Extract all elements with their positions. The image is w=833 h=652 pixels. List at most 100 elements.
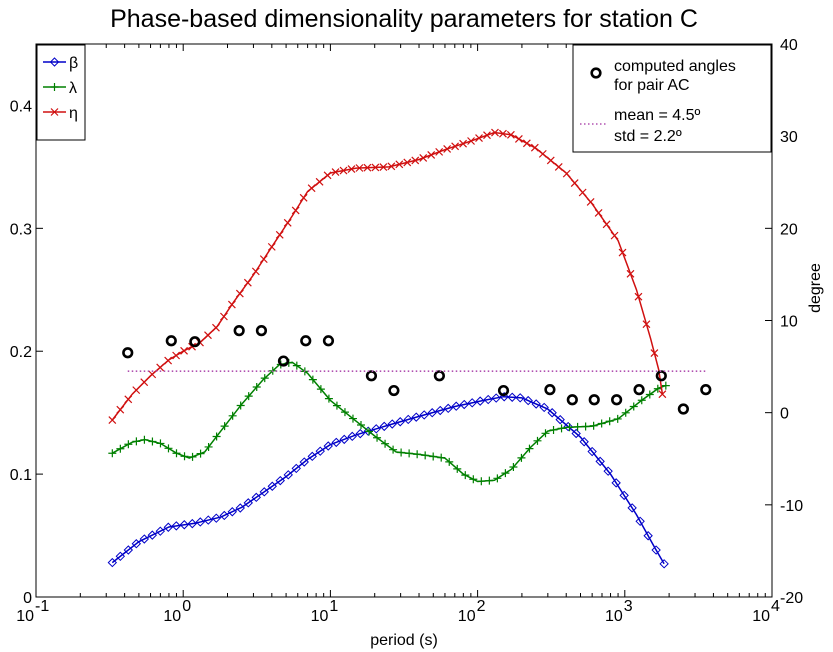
- series-eta-marker: [578, 188, 587, 197]
- series-lambda-marker: [645, 390, 654, 399]
- y2-axis-label: degree: [807, 263, 824, 313]
- series-eta-marker: [650, 349, 659, 358]
- series-lambda-marker: [180, 452, 189, 461]
- series-lambda-marker: [549, 425, 558, 434]
- series-eta-marker: [235, 289, 244, 298]
- series-beta-marker: [163, 522, 174, 532]
- series-lambda: [108, 358, 670, 486]
- series-lambda-marker: [108, 449, 117, 458]
- series-beta-marker: [467, 398, 477, 408]
- series-eta-marker: [156, 363, 165, 372]
- series-lambda-marker: [429, 452, 438, 461]
- series-beta-marker: [619, 490, 629, 501]
- x-tick-label: 10: [163, 608, 181, 625]
- y2-tick-label: 0: [780, 406, 789, 423]
- series-eta-marker: [212, 323, 220, 332]
- series-beta-marker: [195, 517, 206, 527]
- series-lambda-marker: [557, 424, 566, 433]
- series-beta-marker: [243, 498, 253, 508]
- legend-angles-marker: [590, 67, 602, 79]
- series-eta-marker: [538, 149, 547, 158]
- series-beta-marker: [635, 516, 645, 527]
- series-eta-marker: [275, 230, 284, 239]
- series-eta-marker: [259, 255, 268, 264]
- x-tick-exponent: 3: [624, 598, 633, 615]
- series-eta-marker: [140, 378, 149, 387]
- series-lambda-marker: [541, 429, 550, 438]
- legend-angles-label: for pair AC: [614, 77, 690, 94]
- series-lambda-marker: [204, 442, 213, 451]
- series-eta-marker: [347, 165, 356, 173]
- series-eta-marker: [132, 386, 141, 395]
- series-angles-point: [300, 335, 312, 347]
- series-lambda-marker: [332, 401, 341, 410]
- series-eta-marker: [339, 166, 348, 175]
- series-lambda-marker: [292, 361, 301, 370]
- chart-title: Phase-based dimensionality parameters fo…: [110, 5, 698, 33]
- series-angles-point: [255, 325, 268, 337]
- series-beta-marker: [155, 526, 166, 536]
- y2-tick-label: -20: [780, 590, 803, 607]
- series-lambda-marker: [453, 464, 462, 473]
- series-eta-marker: [299, 193, 308, 202]
- series-angles-point: [189, 336, 201, 348]
- series-eta-marker: [243, 278, 252, 287]
- series-lambda-marker: [597, 419, 606, 428]
- y2-tick-label: 30: [780, 129, 798, 146]
- series-lambda-marker: [348, 414, 357, 423]
- series-beta-marker: [555, 414, 565, 425]
- series-angles-point: [122, 347, 134, 359]
- series-eta: [108, 128, 667, 424]
- series-beta-marker: [275, 475, 285, 486]
- series-lambda-marker: [252, 382, 261, 391]
- series-eta-marker: [570, 179, 579, 187]
- series-angles-point: [497, 384, 510, 397]
- series-beta-marker: [651, 545, 661, 555]
- series-beta-marker: [131, 539, 142, 549]
- series-layer: [107, 128, 712, 569]
- series-beta-marker: [355, 428, 365, 439]
- x-tick-label: 10: [311, 608, 329, 625]
- x-tick-exponent: 0: [182, 598, 191, 615]
- series-angles-point: [588, 394, 600, 406]
- series-lambda-marker: [445, 457, 454, 466]
- series-eta-marker: [618, 248, 627, 257]
- legend-right-box: [572, 44, 772, 153]
- series-lambda-marker: [629, 402, 638, 411]
- series-eta-marker: [371, 163, 380, 172]
- series-beta-marker: [227, 507, 237, 517]
- series-eta-marker: [459, 139, 468, 148]
- legend-lambda-marker: [50, 83, 59, 91]
- series-eta-marker: [626, 269, 635, 278]
- series-angles-point: [611, 394, 623, 406]
- series-lambda-marker: [324, 394, 333, 403]
- y-tick-label: 0: [23, 590, 32, 607]
- series-beta: [107, 392, 669, 569]
- series-beta-marker: [115, 551, 126, 562]
- series-beta-marker: [331, 437, 341, 448]
- series-angles-point: [633, 384, 645, 396]
- series-lambda-marker: [260, 374, 269, 383]
- x-axis-label: period (s): [370, 632, 438, 649]
- series-lambda-marker: [220, 422, 229, 431]
- series-beta-marker: [507, 392, 517, 402]
- series-beta-marker: [395, 417, 405, 427]
- series-eta-marker: [124, 395, 133, 404]
- series-lambda-marker: [613, 414, 622, 423]
- series-lambda-marker: [421, 451, 430, 460]
- series-eta-marker: [602, 220, 611, 229]
- series-beta-marker: [123, 545, 134, 555]
- series-lambda-marker: [413, 450, 422, 459]
- series-beta-marker: [371, 424, 381, 434]
- series-beta-marker: [643, 531, 653, 541]
- series-eta-marker: [315, 177, 324, 186]
- series-lambda-marker: [188, 452, 197, 461]
- series-beta-marker: [587, 446, 597, 457]
- series-lambda-marker: [373, 433, 382, 442]
- series-angles-point: [566, 394, 578, 406]
- series-lambda-marker: [621, 408, 630, 417]
- series-eta-marker: [251, 267, 260, 276]
- series-lambda-marker: [212, 432, 221, 441]
- series-lambda-marker: [365, 427, 374, 436]
